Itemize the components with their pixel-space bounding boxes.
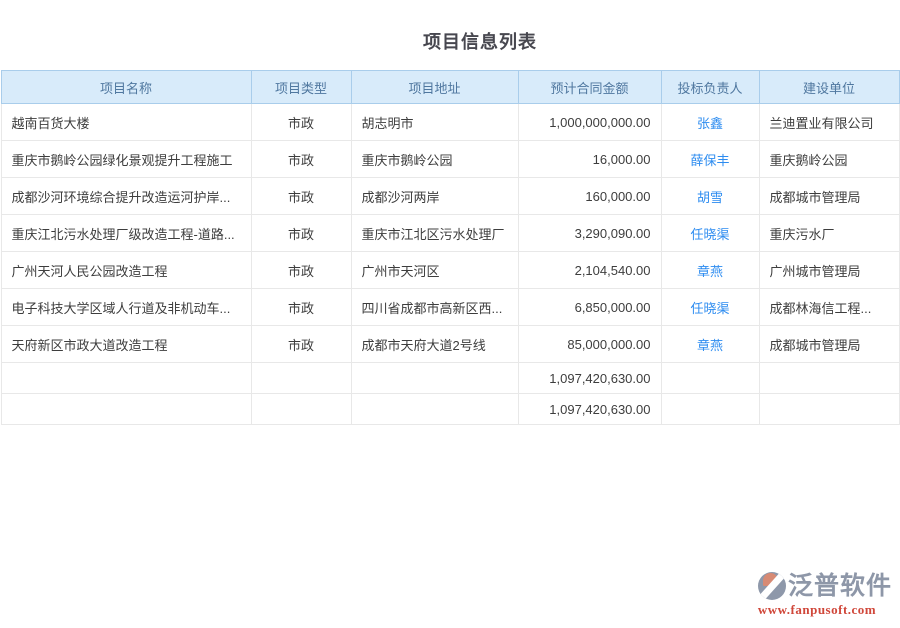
project-info-table: 项目名称 项目类型 项目地址 预计合同金额 投标负责人 建设单位 越南百货大楼 …: [0, 70, 900, 425]
cell-project-address: 四川省成都市高新区西...: [350, 288, 519, 326]
cell-project-type: 市政: [250, 251, 352, 289]
cell-project-type: 市政: [250, 103, 352, 141]
column-header-project-name: 项目名称: [0, 70, 252, 104]
cell-project-address: 胡志明市: [350, 103, 519, 141]
table-row: 重庆市鹅岭公园绿化景观提升工程施工 市政 重庆市鹅岭公园 16,000.00 薛…: [0, 140, 900, 178]
table-header: 项目名称 项目类型 项目地址 预计合同金额 投标负责人 建设单位: [0, 70, 900, 104]
cell-construction-unit: 重庆污水厂: [758, 214, 900, 252]
brand-name: 泛普软件: [787, 572, 892, 600]
bid-leader-link[interactable]: 任晓渠: [690, 300, 730, 316]
cell-contract-amount: 160,000.00: [517, 177, 662, 215]
fanpu-logo-icon: [757, 572, 786, 600]
cell-project-name: 广州天河人民公园改造工程: [0, 251, 252, 289]
cell-construction-unit: 成都城市管理局: [758, 177, 900, 215]
cell-project-name: 天府新区市政大道改造工程: [0, 325, 252, 363]
cell-bid-leader: 任晓渠: [660, 214, 760, 252]
bid-leader-link[interactable]: 任晓渠: [690, 226, 730, 242]
cell-construction-unit: 成都林海信工程...: [758, 288, 900, 326]
cell-construction-unit: 重庆鹅岭公园: [758, 140, 900, 178]
cell-project-name: 成都沙河环境综合提升改造运河护岸...: [0, 177, 252, 215]
cell-project-address: 重庆市江北区污水处理厂: [350, 214, 519, 252]
column-header-project-address: 项目地址: [350, 70, 519, 104]
cell-contract-amount: 85,000,000.00: [517, 325, 662, 363]
cell-construction-unit: 兰迪置业有限公司: [758, 103, 900, 141]
bid-leader-link[interactable]: 章燕: [696, 337, 723, 353]
table-row: 电子科技大学区域人行道及非机动车... 市政 四川省成都市高新区西... 6,8…: [0, 288, 900, 326]
cell-contract-amount: 1,000,000,000.00: [517, 103, 662, 141]
cell-project-address: 成都市天府大道2号线: [350, 325, 519, 363]
cell-contract-amount: 2,104,540.00: [517, 251, 662, 289]
bid-leader-link[interactable]: 章燕: [696, 263, 723, 279]
cell-project-type: 市政: [250, 177, 352, 215]
cell-project-name: 重庆市鹅岭公园绿化景观提升工程施工: [0, 140, 252, 178]
brand-url: www.fanpusoft.com: [757, 602, 877, 617]
cell-project-address: 成都沙河两岸: [350, 177, 519, 215]
cell-project-name: 越南百货大楼: [0, 103, 252, 141]
column-header-bid-leader: 投标负责人: [660, 70, 760, 104]
cell-construction-unit: 广州城市管理局: [758, 251, 900, 289]
subtotal-amount: 1,097,420,630.00: [517, 362, 662, 394]
cell-project-type: 市政: [250, 288, 352, 326]
cell-contract-amount: 16,000.00: [517, 140, 662, 178]
total-row: 1,097,420,630.00: [0, 393, 900, 425]
cell-contract-amount: 6,850,000.00: [517, 288, 662, 326]
cell-construction-unit: 成都城市管理局: [758, 325, 900, 363]
table-row: 重庆江北污水处理厂级改造工程-道路... 市政 重庆市江北区污水处理厂 3,29…: [0, 214, 900, 252]
bid-leader-link[interactable]: 薛保丰: [690, 152, 730, 168]
cell-project-address: 重庆市鹅岭公园: [350, 140, 519, 178]
cell-bid-leader: 章燕: [660, 325, 760, 363]
page-title: 项目信息列表: [423, 32, 537, 52]
cell-bid-leader: 张鑫: [660, 103, 760, 141]
cell-project-name: 电子科技大学区域人行道及非机动车...: [0, 288, 252, 326]
cell-bid-leader: 章燕: [660, 251, 760, 289]
table-row: 天府新区市政大道改造工程 市政 成都市天府大道2号线 85,000,000.00…: [0, 325, 900, 363]
total-amount: 1,097,420,630.00: [517, 393, 662, 425]
bid-leader-link[interactable]: 胡雪: [696, 189, 723, 205]
cell-project-address: 广州市天河区: [350, 251, 519, 289]
cell-contract-amount: 3,290,090.00: [517, 214, 662, 252]
table-row: 越南百货大楼 市政 胡志明市 1,000,000,000.00 张鑫 兰迪置业有…: [0, 103, 900, 141]
bid-leader-link[interactable]: 张鑫: [696, 115, 723, 131]
column-header-project-type: 项目类型: [250, 70, 352, 104]
cell-project-type: 市政: [250, 140, 352, 178]
cell-project-name: 重庆江北污水处理厂级改造工程-道路...: [0, 214, 252, 252]
fanpu-logo: 泛普软件 www.fanpusoft.com: [742, 570, 892, 618]
table-row: 广州天河人民公园改造工程 市政 广州市天河区 2,104,540.00 章燕 广…: [0, 251, 900, 289]
cell-project-type: 市政: [250, 214, 352, 252]
table-row: 成都沙河环境综合提升改造运河护岸... 市政 成都沙河两岸 160,000.00…: [0, 177, 900, 215]
subtotal-row: 1,097,420,630.00: [0, 362, 900, 394]
column-header-construction-unit: 建设单位: [758, 70, 900, 104]
cell-bid-leader: 胡雪: [660, 177, 760, 215]
cell-bid-leader: 任晓渠: [660, 288, 760, 326]
cell-bid-leader: 薛保丰: [660, 140, 760, 178]
cell-project-type: 市政: [250, 325, 352, 363]
column-header-contract-amount: 预计合同金额: [517, 70, 662, 104]
